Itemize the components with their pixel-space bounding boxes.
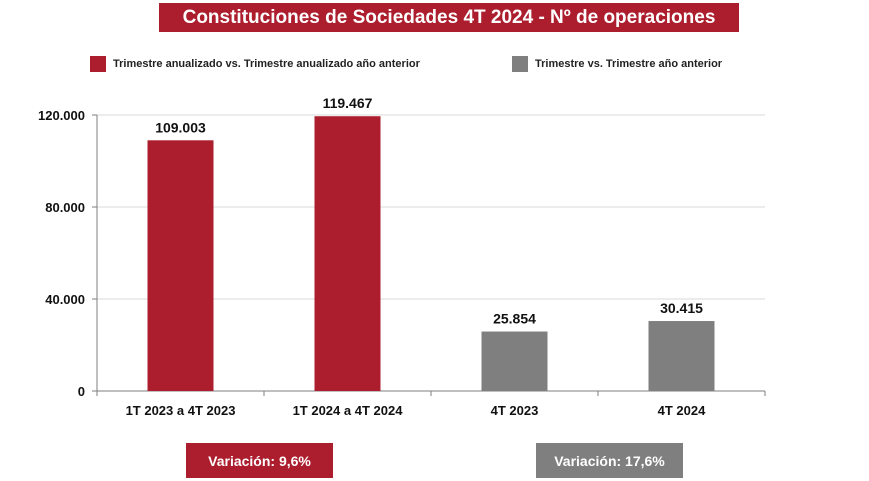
y-tick-label: 40.000 <box>45 292 85 307</box>
data-label: 30.415 <box>660 300 703 316</box>
variation-box-annualized: Variación: 9,6% <box>186 443 333 478</box>
x-tick-label: 4T 2023 <box>491 403 539 418</box>
bar <box>147 140 214 391</box>
y-tick-label: 0 <box>78 384 85 399</box>
bar <box>648 321 715 391</box>
legend-swatch-red <box>90 56 106 72</box>
variation-box-quarterly: Variación: 17,6% <box>536 443 683 478</box>
y-tick-label: 80.000 <box>45 200 85 215</box>
bar <box>314 116 381 392</box>
y-tick-label: 120.000 <box>38 108 85 123</box>
legend-swatch-gray <box>512 56 528 72</box>
x-tick-label: 1T 2023 a 4T 2023 <box>126 403 236 418</box>
legend-item-quarterly: Trimestre vs. Trimestre año anterior <box>512 56 722 72</box>
data-label: 119.467 <box>323 95 373 111</box>
legend-label-quarterly: Trimestre vs. Trimestre año anterior <box>535 58 723 70</box>
x-tick-label: 4T 2024 <box>658 403 706 418</box>
bar <box>481 331 548 391</box>
legend-label-annualized: Trimestre anualizado vs. Trimestre anual… <box>113 58 420 70</box>
chart-title: Constituciones de Sociedades 4T 2024 - N… <box>159 3 739 32</box>
legend-item-annualized: Trimestre anualizado vs. Trimestre anual… <box>90 56 420 72</box>
x-tick-label: 1T 2024 a 4T 2024 <box>293 403 404 418</box>
data-label: 25.854 <box>493 311 536 327</box>
data-label: 109.003 <box>155 119 206 135</box>
